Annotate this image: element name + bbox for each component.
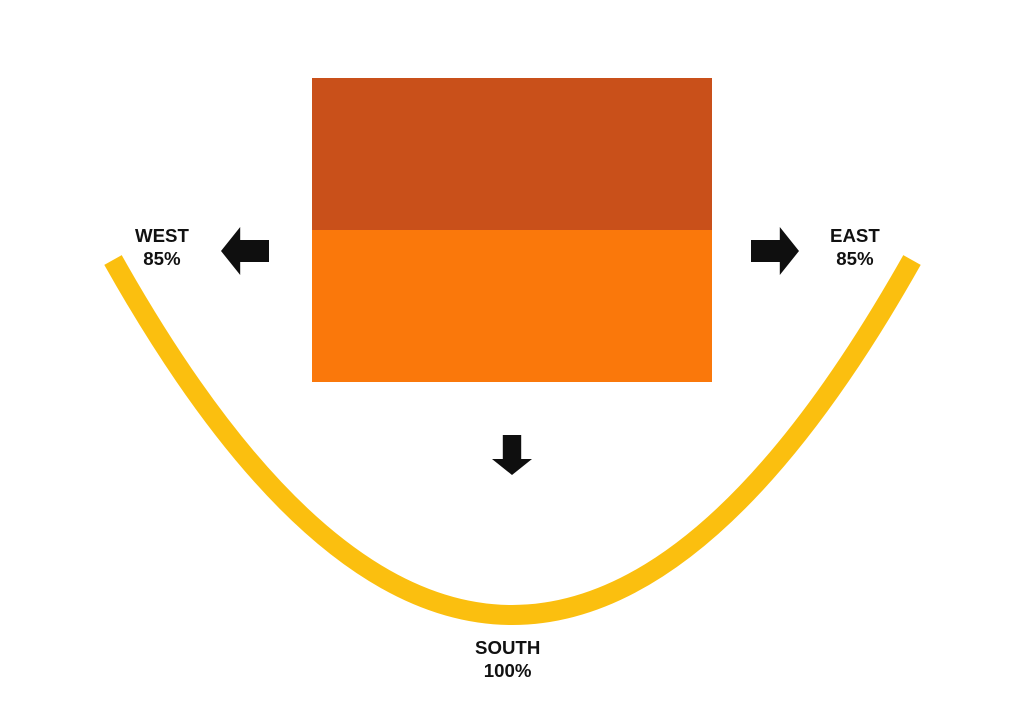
east-direction-text: EAST — [830, 224, 880, 247]
east-label: EAST 85% — [830, 224, 880, 271]
east-percent-text: 85% — [830, 247, 880, 270]
south-percent-text: 100% — [475, 659, 540, 682]
south-label: SOUTH 100% — [475, 636, 540, 683]
west-percent-text: 85% — [135, 247, 189, 270]
west-label: WEST 85% — [135, 224, 189, 271]
arrow-down-icon — [492, 424, 532, 486]
rect-top — [312, 78, 712, 230]
diagram-stage: WEST 85% EAST 85% SOUTH 100% — [0, 0, 1024, 723]
arrow-left-icon — [210, 227, 280, 275]
south-direction-text: SOUTH — [475, 636, 540, 659]
rect-bottom — [312, 230, 712, 382]
arrow-right-icon — [740, 227, 810, 275]
west-direction-text: WEST — [135, 224, 189, 247]
